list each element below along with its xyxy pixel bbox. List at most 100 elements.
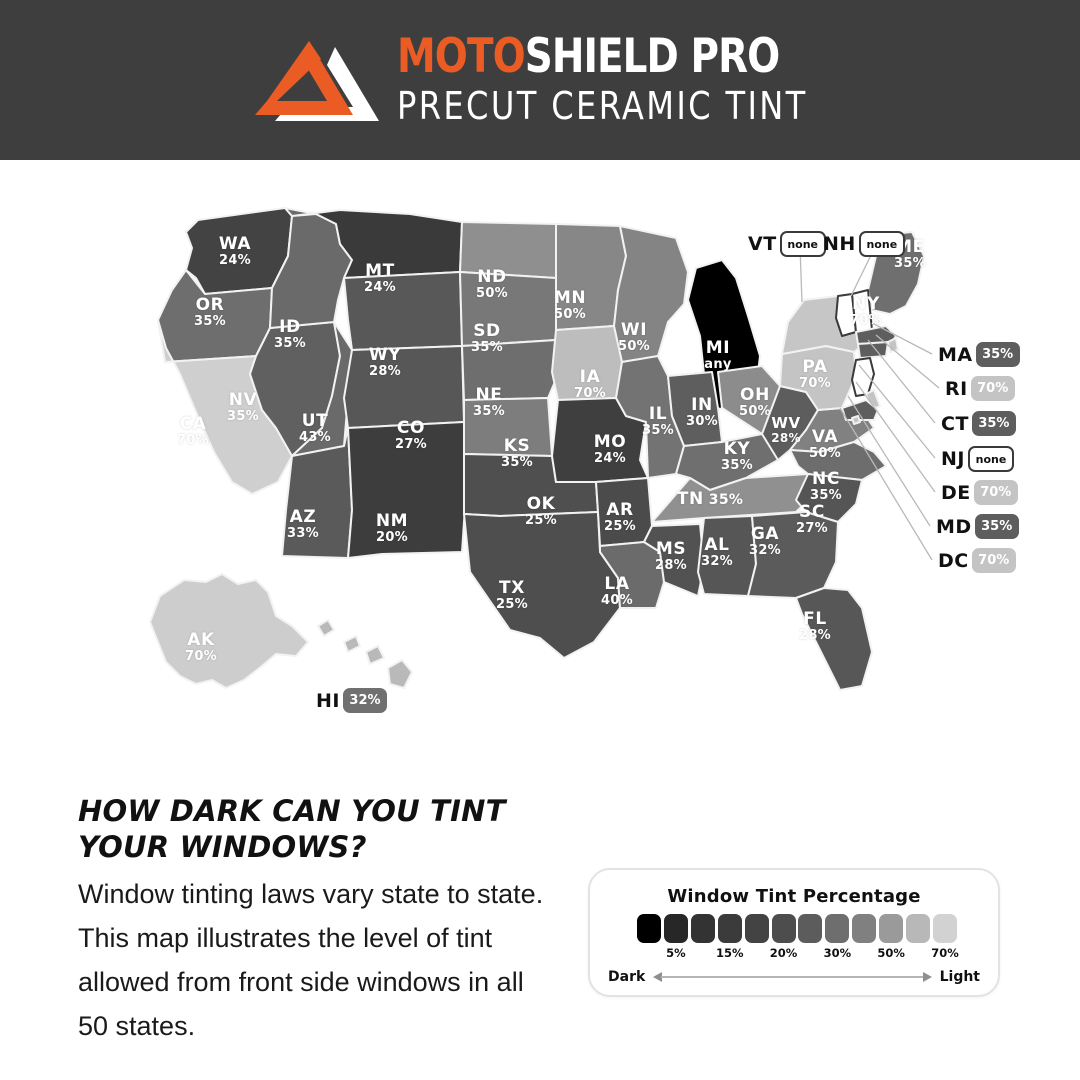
legend-swatch-3 — [690, 914, 715, 943]
callout-vt[interactable]: VT none — [748, 231, 826, 257]
state-shape-ne[interactable] — [461, 339, 561, 401]
callout-value-badge: 32% — [342, 688, 387, 713]
state-shape-ms[interactable] — [643, 523, 705, 597]
callout-value-badge: 35% — [971, 411, 1016, 436]
callout-abbr: VT — [748, 233, 777, 255]
state-shape-nc[interactable] — [789, 441, 887, 481]
hawaii-island-4[interactable] — [387, 659, 413, 689]
callout-line-nj — [858, 364, 936, 459]
callout-ct[interactable]: CT 35% — [941, 411, 1016, 436]
state-shape-ak[interactable] — [149, 573, 309, 689]
callout-abbr: NH — [823, 233, 856, 255]
callout-nh[interactable]: NH none — [823, 231, 905, 257]
legend-swatch-5 — [744, 914, 769, 943]
brand-text: MOTOSHIELD PRO PRECUT CERAMIC TINT — [396, 32, 834, 129]
state-shape-ky[interactable] — [675, 433, 787, 491]
brand-tagline: PRECUT CERAMIC TINT — [396, 84, 808, 128]
legend-swatches — [637, 914, 957, 944]
hawaii-island-2[interactable] — [343, 635, 361, 653]
state-shape-nj[interactable] — [851, 357, 875, 397]
legend-swatch-2 — [663, 914, 688, 943]
us-tint-map: WA 24% OR 35% CA 70% NV 35% ID 35% MT 24% WY 28% UT 43%… — [0, 160, 1080, 760]
callout-dc[interactable]: DC 70% — [938, 548, 1016, 573]
hawaii-island-3[interactable] — [365, 645, 385, 665]
triangle-logo-icon — [254, 41, 379, 121]
state-shape-ri[interactable] — [887, 337, 899, 353]
state-shape-co[interactable] — [343, 345, 465, 429]
legend-swatch-6 — [771, 914, 796, 943]
callout-abbr: DE — [941, 481, 971, 504]
us-map-svg — [149, 207, 940, 691]
callout-abbr: HI — [316, 689, 340, 712]
legend-swatch-1 — [637, 914, 661, 943]
callout-value-badge: none — [858, 231, 905, 257]
callout-value-badge: none — [779, 231, 826, 257]
info-section: HOW DARK CAN YOU TINT YOUR WINDOWS? Wind… — [0, 760, 1080, 1080]
callout-value-badge: none — [967, 446, 1014, 472]
state-shape-nh[interactable] — [851, 289, 873, 333]
callout-ma[interactable]: MA 35% — [938, 342, 1020, 367]
state-shape-fl[interactable] — [795, 587, 873, 691]
legend-light-label: Light — [939, 969, 980, 985]
legend-tick-5: 5% — [666, 946, 686, 960]
legend-swatch-4 — [717, 914, 742, 943]
state-shape-vt[interactable] — [835, 293, 857, 337]
callout-abbr: RI — [945, 377, 968, 400]
callout-line-ri — [875, 334, 940, 389]
callout-abbr: NJ — [941, 448, 965, 470]
callout-line-md — [847, 395, 931, 527]
legend-title: Window Tint Percentage — [667, 886, 921, 907]
arrow-left-icon — [653, 972, 663, 982]
state-shape-sd[interactable] — [459, 271, 557, 347]
state-shape-ga[interactable] — [747, 511, 839, 599]
callout-value-badge: 70% — [970, 376, 1015, 401]
legend-tick-15: 15% — [715, 946, 744, 960]
state-shape-nd[interactable] — [459, 221, 557, 279]
callout-md[interactable]: MD 35% — [936, 514, 1019, 539]
legend-tick-20: 20% — [769, 946, 798, 960]
state-shape-ia[interactable] — [551, 325, 623, 401]
legend-swatch-12 — [932, 914, 957, 943]
brand-lockup: MOTOSHIELD PRO PRECUT CERAMIC TINT — [0, 0, 1080, 160]
state-shape-ks[interactable] — [463, 397, 553, 457]
callout-abbr: CT — [941, 412, 969, 435]
legend-swatch-7 — [798, 914, 823, 943]
description-text: Window tinting laws vary state to state.… — [78, 879, 544, 1041]
page-title: HOW DARK CAN YOU TINT YOUR WINDOWS? — [78, 794, 506, 864]
page-header: MOTOSHIELD PRO PRECUT CERAMIC TINT — [0, 0, 1080, 160]
callout-abbr: MA — [938, 343, 973, 366]
state-shape-wy[interactable] — [343, 271, 463, 351]
callout-value-badge: 35% — [974, 514, 1019, 539]
callout-abbr: MD — [936, 515, 972, 538]
state-shape-ar[interactable] — [595, 477, 653, 547]
callout-line-ma — [871, 322, 933, 355]
callout-value-badge: 70% — [971, 548, 1016, 573]
state-shape-wi[interactable] — [613, 225, 689, 363]
legend-tick-50: 50% — [877, 946, 905, 960]
legend-arrow-bar — [653, 971, 932, 983]
callout-hi[interactable]: HI 32% — [316, 688, 387, 713]
legend-swatch-10 — [879, 914, 904, 943]
legend-swatch-9 — [852, 914, 877, 943]
brand-shieldpro: SHIELD PRO — [524, 29, 780, 84]
legend-swatch-8 — [825, 914, 850, 943]
callout-nj[interactable]: NJ none — [941, 446, 1014, 472]
callout-ri[interactable]: RI 70% — [945, 376, 1015, 401]
callout-value-badge: 35% — [975, 342, 1020, 367]
state-shape-nm[interactable] — [347, 421, 467, 559]
legend-swatch-labels: 5% 15% 20% 30% 50% 70% — [637, 946, 959, 962]
brand-line-1: MOTOSHIELD PRO — [397, 32, 799, 82]
legend-tick-30: 30% — [823, 946, 852, 960]
callout-de[interactable]: DE 70% — [941, 480, 1018, 505]
scale-line — [661, 976, 924, 978]
legend-panel: Window Tint Percentage 5% 15% 20% 30% 50% 70%… — [588, 868, 1000, 997]
hawaii-island-1[interactable] — [317, 619, 335, 637]
state-shape-ct[interactable] — [857, 341, 889, 359]
state-shape-al[interactable] — [697, 515, 757, 597]
legend-scale: Dark Light — [608, 966, 980, 988]
callout-abbr: DC — [938, 549, 969, 572]
state-shape-tx[interactable] — [463, 511, 621, 659]
state-shape-dc[interactable] — [851, 415, 861, 425]
callout-line-ct — [867, 339, 936, 424]
legend-dark-label: Dark — [608, 969, 646, 985]
